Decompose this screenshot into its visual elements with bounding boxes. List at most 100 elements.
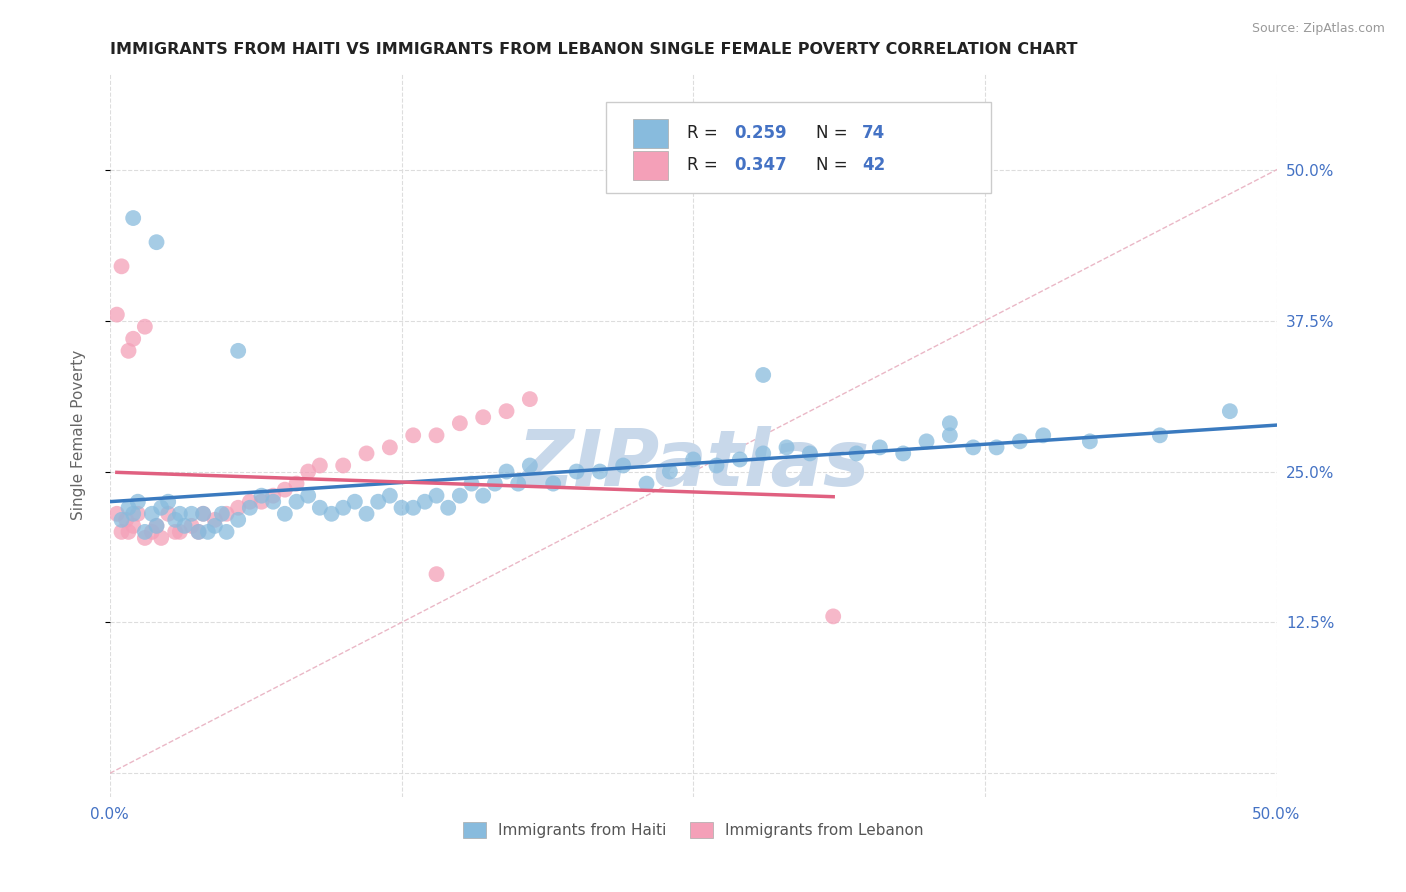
Point [378,489,401,503]
Point [589,465,612,479]
Point [239,500,262,515]
Text: 42: 42 [862,156,886,174]
Point [612,458,634,473]
Point [425,489,447,503]
Point [193,507,215,521]
Point [297,489,319,503]
Point [211,507,233,521]
Point [367,494,389,508]
Point [197,524,219,539]
Point [682,452,704,467]
Point [1149,428,1171,442]
Point [127,494,149,508]
Point [117,524,139,539]
Point [105,507,128,521]
Point [437,500,460,515]
Point [413,494,436,508]
Point [297,465,319,479]
Point [378,441,401,455]
Point [165,524,187,539]
Point [391,500,413,515]
Text: 74: 74 [862,124,886,143]
Bar [633,151,668,179]
Point [285,476,308,491]
Point [141,524,163,539]
Point [141,507,163,521]
Point [180,507,202,521]
Point [122,211,145,225]
Point [285,494,308,508]
Point [226,343,249,358]
Text: R =: R = [688,156,723,174]
Point [145,519,167,533]
Point [402,428,425,442]
Point [484,476,506,491]
Point [105,308,128,322]
Point [986,441,1008,455]
Point [134,524,156,539]
Point [845,446,868,460]
Point [1008,434,1031,449]
Point [519,458,541,473]
Point [565,465,588,479]
Point [193,507,215,521]
Point [204,513,226,527]
Point [332,458,354,473]
Point [115,513,138,527]
Point [460,476,482,491]
Point [204,519,226,533]
Point [425,428,447,442]
Point [110,260,132,274]
Text: Source: ZipAtlas.com: Source: ZipAtlas.com [1251,22,1385,36]
Point [356,507,378,521]
Point [169,507,191,521]
Point [150,531,173,545]
Point [752,446,775,460]
Point [869,441,891,455]
Point [1219,404,1241,418]
Point [122,507,145,521]
Point [145,235,167,250]
Point [356,446,378,460]
Point [495,465,517,479]
Text: IMMIGRANTS FROM HAITI VS IMMIGRANTS FROM LEBANON SINGLE FEMALE POVERTY CORRELATI: IMMIGRANTS FROM HAITI VS IMMIGRANTS FROM… [110,42,1077,57]
Point [541,476,564,491]
Point [127,507,149,521]
Point [250,494,273,508]
Point [165,513,187,527]
Point [449,489,471,503]
Point [402,500,425,515]
Point [823,609,845,624]
Point [173,519,195,533]
Text: ZIPatlas: ZIPatlas [517,426,869,502]
Point [939,417,962,431]
Point [343,494,366,508]
Point [706,458,728,473]
Point [150,500,173,515]
Point [157,507,180,521]
Point [215,524,238,539]
Text: 0.259: 0.259 [734,124,786,143]
Text: N =: N = [815,124,852,143]
Point [939,428,962,442]
Point [180,519,202,533]
Point [226,513,249,527]
Point [962,441,984,455]
Point [1078,434,1101,449]
Point [134,531,156,545]
Point [332,500,354,515]
Point [274,507,297,521]
Point [519,392,541,406]
Point [122,332,145,346]
Text: R =: R = [688,124,723,143]
Point [122,519,145,533]
Point [472,489,495,503]
Point [425,567,447,582]
Point [1032,428,1054,442]
Point [472,410,495,425]
Point [495,404,517,418]
Point [134,319,156,334]
FancyBboxPatch shape [606,103,991,193]
Point [321,507,343,521]
Text: 0.347: 0.347 [734,156,787,174]
